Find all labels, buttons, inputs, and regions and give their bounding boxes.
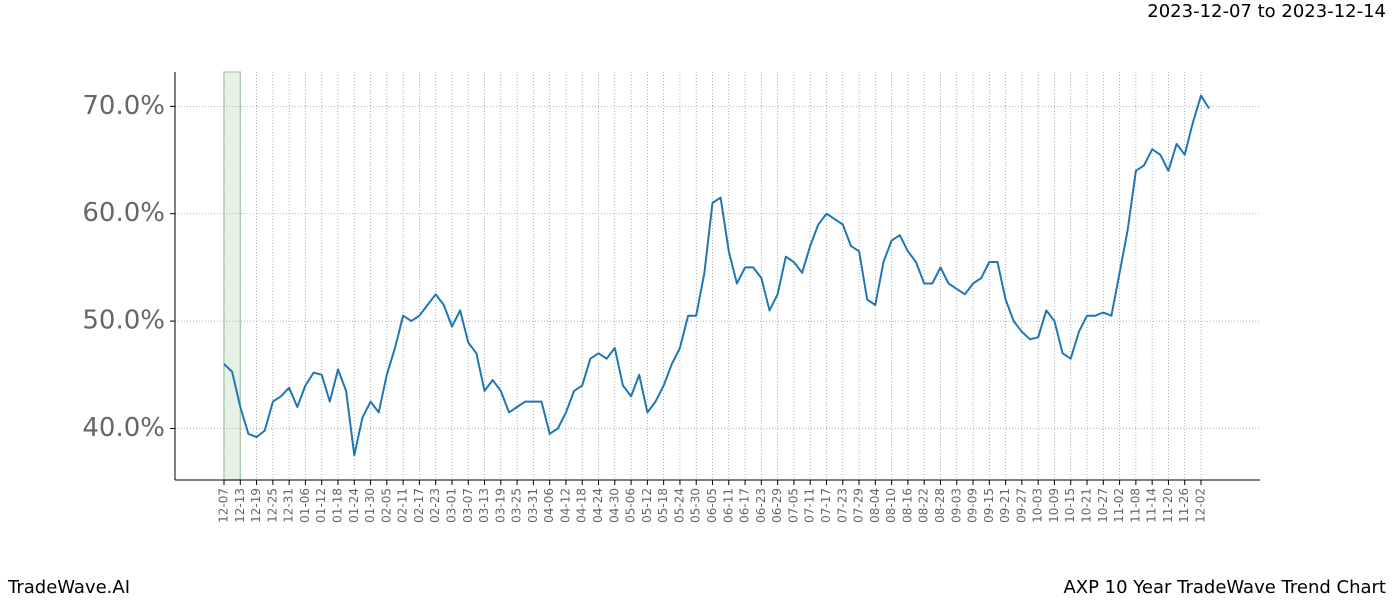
x-tick-label: 03-25 [510, 488, 524, 523]
x-tick-label: 09-03 [949, 488, 963, 523]
x-tick-label: 03-13 [477, 488, 491, 523]
highlight-band [223, 71, 242, 481]
x-tick-label: 11-20 [1161, 488, 1175, 523]
x-tick-label: 08-28 [933, 488, 947, 523]
x-tick-label: 01-12 [314, 488, 328, 523]
x-tick-label: 02-17 [412, 488, 426, 523]
x-tick-label: 04-06 [542, 488, 556, 523]
x-tick-label: 07-29 [852, 488, 866, 523]
x-tick-label: 08-10 [884, 488, 898, 523]
x-tick-label: 01-24 [347, 488, 361, 523]
x-tick-label: 03-19 [493, 488, 507, 523]
x-tick-label: 12-19 [249, 488, 263, 523]
x-tick-label: 11-14 [1145, 488, 1159, 523]
x-tick-label: 02-23 [428, 488, 442, 523]
x-tick-label: 05-06 [624, 488, 638, 523]
x-tick-label: 12-13 [233, 488, 247, 523]
x-tick-label: 04-18 [575, 488, 589, 523]
x-tick-label: 07-17 [819, 488, 833, 523]
x-tick-label: 09-15 [982, 488, 996, 523]
x-tick-label: 10-27 [1096, 488, 1110, 523]
x-tick-label: 03-01 [444, 488, 458, 523]
x-tick-label: 01-18 [330, 488, 344, 523]
x-tick-label: 04-24 [591, 488, 605, 523]
x-tick-label: 09-27 [1014, 488, 1028, 523]
x-tick-label: 06-11 [721, 488, 735, 523]
x-tick-label: 05-30 [689, 488, 703, 523]
y-tick-label: 50.0% [82, 306, 165, 336]
x-tick-label: 12-07 [217, 488, 231, 523]
x-tick-label: 03-31 [526, 488, 540, 523]
x-tick-label: 07-05 [786, 488, 800, 523]
x-tick-label: 12-02 [1194, 488, 1208, 523]
x-tick-label: 11-02 [1112, 488, 1126, 523]
x-tick-label: 11-08 [1128, 488, 1142, 523]
x-tick-label: 01-30 [363, 488, 377, 523]
x-tick-label: 06-05 [705, 488, 719, 523]
date-range: 2023-12-07 to 2023-12-14 [1147, 1, 1386, 22]
chart-title: AXP 10 Year TradeWave Trend Chart [1063, 577, 1386, 598]
x-tick-label: 06-17 [738, 488, 752, 523]
x-tick-label: 10-15 [1063, 488, 1077, 523]
x-tick-label: 07-11 [803, 488, 817, 523]
y-tick-label: 70.0% [82, 91, 165, 121]
x-tick-label: 11-26 [1177, 488, 1191, 523]
y-tick-label: 60.0% [82, 198, 165, 228]
x-tick-label: 05-24 [672, 488, 686, 523]
x-tick-label: 02-05 [379, 488, 393, 523]
x-tick-label: 10-09 [1047, 488, 1061, 523]
x-tick-label: 08-04 [868, 488, 882, 523]
brand: TradeWave.AI [7, 577, 130, 598]
x-tick-label: 02-11 [396, 488, 410, 523]
x-tick-label: 08-22 [917, 488, 931, 523]
trend-line [223, 94, 1210, 457]
x-tick-label: 06-23 [754, 488, 768, 523]
x-tick-label: 09-09 [966, 488, 980, 523]
y-tick-label: 40.0% [82, 413, 165, 443]
x-tick-label: 03-07 [461, 488, 475, 523]
x-tick-label: 12-31 [282, 488, 296, 523]
x-tick-label: 04-30 [607, 488, 621, 523]
x-tick-label: 10-03 [1031, 488, 1045, 523]
x-tick-label: 10-21 [1080, 488, 1094, 523]
x-tick-label: 08-16 [900, 488, 914, 523]
x-tick-label: 12-25 [265, 488, 279, 523]
x-tick-label: 04-12 [558, 488, 572, 523]
x-tick-label: 09-21 [998, 488, 1012, 523]
x-tick-label: 05-18 [656, 488, 670, 523]
x-tick-label: 05-12 [640, 488, 654, 523]
x-tick-label: 01-06 [298, 488, 312, 523]
x-tick-label: 07-23 [835, 488, 849, 523]
x-tick-label: 06-29 [770, 488, 784, 523]
